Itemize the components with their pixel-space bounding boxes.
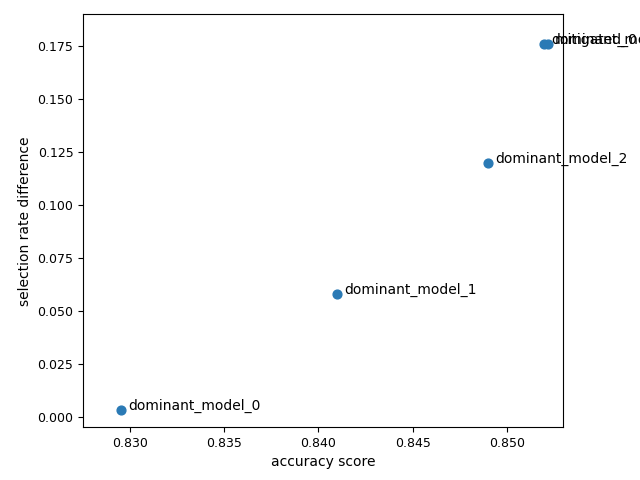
Text: mitigated_0: mitigated_0 <box>555 33 638 47</box>
Text: dominant_model_1: dominant_model_1 <box>344 283 477 297</box>
Text: dominant_model_0: dominant_model_0 <box>128 399 260 413</box>
Text: dominant_model_3: dominant_model_3 <box>551 33 640 47</box>
Y-axis label: selection rate difference: selection rate difference <box>18 136 32 306</box>
Point <box>116 407 126 414</box>
Point <box>483 159 493 167</box>
Point <box>332 290 342 298</box>
X-axis label: accuracy score: accuracy score <box>271 456 376 469</box>
Point <box>540 40 550 48</box>
Text: dominant_model_2: dominant_model_2 <box>495 152 627 166</box>
Point <box>543 40 553 48</box>
